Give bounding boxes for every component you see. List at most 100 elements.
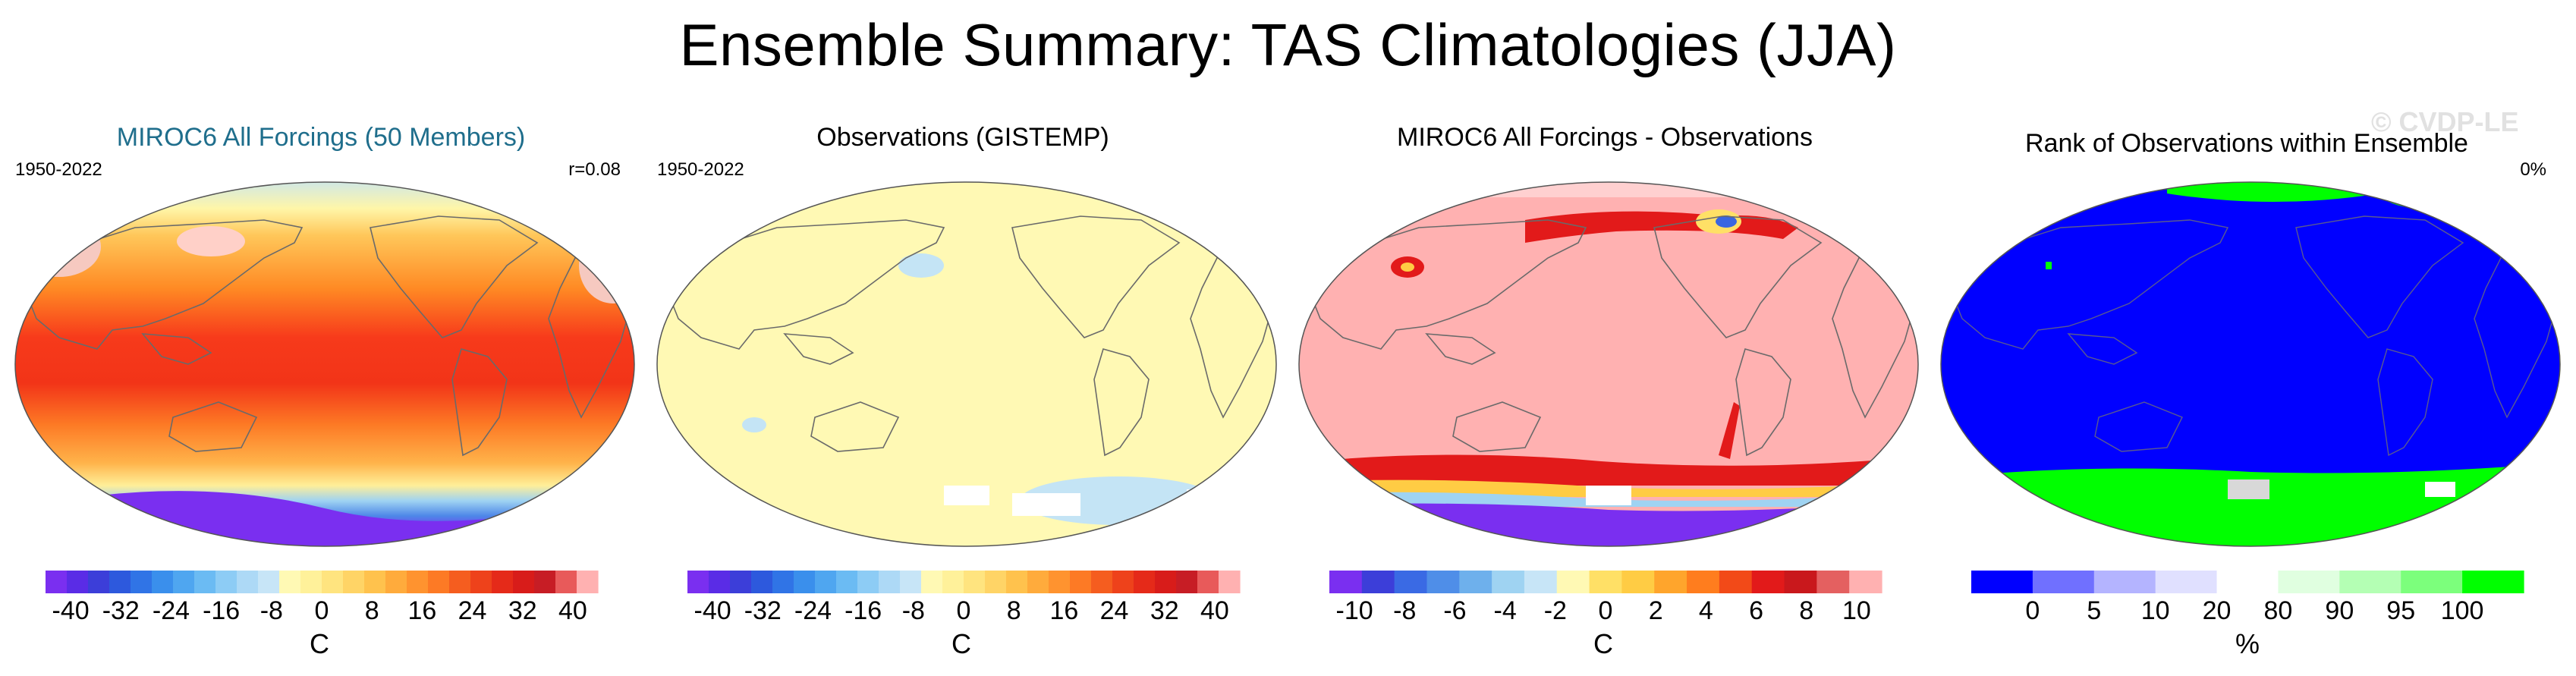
panel-stat: r=0.08 [568,159,621,180]
colorbar-swatch [1049,571,1071,593]
panel-period: 1950-2022 [15,159,102,180]
colorbar-tick-label: -4 [1494,596,1517,625]
colorbar-tick-label: -6 [1443,596,1466,625]
colorbar: -40 -32 -24 -16 -8 0 8 16 24 32 40 [46,571,599,625]
colorbar-swatch [1394,571,1428,593]
colorbar-swatch [772,571,794,593]
colorbar-tick-label: 10 [2141,596,2170,625]
colorbar-swatch [730,571,752,593]
colorbar-tick-label: -8 [1393,596,1416,625]
world-map [14,181,635,547]
colorbar-swatch [2093,571,2156,593]
colorbar-tick-label: 10 [1842,596,1871,625]
colorbar-tick-label: 4 [1699,596,1713,625]
colorbar-unit: % [2235,628,2260,659]
colorbar-swatch [1971,571,2033,593]
panel-model-climatology: MIROC6 All Forcings (50 Members) 1950-20… [0,0,642,676]
colorbar-swatch [1329,571,1363,593]
colorbar-tick-label: -40 [52,596,90,625]
colorbar-swatch [1556,571,1590,593]
colorbar-unit: C [951,628,971,659]
colorbar-tick-label: -24 [153,596,190,625]
colorbar-swatch [152,571,174,593]
colorbar-unit: C [310,628,329,659]
colorbar-swatch [258,571,280,593]
panel-observations: Observations (GISTEMP) 1950-2022 -40 -32-… [642,0,1284,676]
colorbar-swatch [1134,571,1156,593]
colorbar-swatch [237,571,259,593]
colorbar-tick-label: -8 [260,596,283,625]
colorbar-swatch [492,571,514,593]
colorbar-tick-label: 32 [1150,596,1179,625]
colorbar-swatch [921,571,943,593]
colorbar: 0 5 10 20 80 90 95 100 [1971,571,2524,625]
colorbar-swatch [985,571,1007,593]
colorbar-swatch [1027,571,1049,593]
colorbar-swatch [1492,571,1525,593]
figure-title: Ensemble Summary: TAS Climatologies (JJA… [679,11,1897,78]
colorbar-tick-label: -32 [744,596,782,625]
colorbar-swatch [513,571,535,593]
colorbar-tick-label: 80 [2264,596,2293,625]
colorbar-swatch [1719,571,1753,593]
panel-stat: 0% [2520,159,2546,180]
panel-title: Rank of Observations within Ensemble [2025,129,2468,158]
watermark-text: © CVDP-LE [2371,106,2519,137]
colorbar-swatch [709,571,731,593]
colorbar-swatch [534,571,556,593]
colorbar-tick-label: -32 [102,596,140,625]
colorbar-swatch [942,571,964,593]
colorbar-tick-label: 5 [2087,596,2101,625]
colorbar-swatch [751,571,773,593]
colorbar-tick-label: 2 [1649,596,1663,625]
colorbar-tick-label: -8 [902,596,925,625]
colorbar-swatch [385,571,407,593]
colorbar-tick-label: -10 [1336,596,1373,625]
colorbar-tick-label: 16 [1049,596,1078,625]
colorbar-swatch [343,571,365,593]
colorbar-swatch [2155,571,2218,593]
colorbar-swatch [1784,571,1817,593]
colorbar-swatch [2216,571,2279,593]
colorbar-swatch [428,571,450,593]
colorbar-tick-label: -2 [1544,596,1567,625]
colorbar-swatch [687,571,709,593]
colorbar-swatch [1459,571,1492,593]
colorbar-tick-label: 40 [1200,596,1229,625]
colorbar-swatch [879,571,901,593]
colorbar-swatch [1112,571,1134,593]
panel-title: MIROC6 All Forcings - Observations [1397,123,1813,152]
colorbar-tick-label: 8 [1799,596,1813,625]
colorbar-tick-label: -16 [845,596,882,625]
colorbar-tick-label: 24 [458,596,487,625]
colorbar-swatch [1524,571,1558,593]
colorbar-tick-label: 8 [1007,596,1021,625]
world-map [1298,181,1919,547]
colorbar-swatch [109,571,131,593]
colorbar-swatch [2278,571,2340,593]
colorbar-swatch [300,571,322,593]
colorbar-swatch [836,571,858,593]
colorbar-swatch [900,571,922,593]
colorbar-tick-label: 16 [407,596,436,625]
colorbar-swatch [964,571,986,593]
colorbar-swatch [1219,571,1241,593]
colorbar-swatch [1589,571,1623,593]
colorbar-swatch [364,571,386,593]
colorbar-tick-label: 32 [508,596,537,625]
colorbar-swatch [1176,571,1198,593]
colorbar-tick-label: 0 [1599,596,1613,625]
colorbar-swatch [1006,571,1028,593]
panel-difference: MIROC6 All Forcings - Observations [1284,0,1926,676]
colorbar-swatch [1426,571,1460,593]
colorbar-swatch [215,571,237,593]
colorbar-swatch [1849,571,1882,593]
panel-title: Observations (GISTEMP) [816,123,1109,152]
colorbar-swatch [449,571,471,593]
colorbar: -10 -8 -6 -4 -2 0 2 4 6 8 10 [1329,571,1882,625]
colorbar-tick-label: -24 [794,596,832,625]
panel-title: MIROC6 All Forcings (50 Members) [116,123,526,152]
colorbar-swatch [2339,571,2401,593]
colorbar-swatch [2032,571,2095,593]
colorbar-tick-label: -40 [694,596,731,625]
